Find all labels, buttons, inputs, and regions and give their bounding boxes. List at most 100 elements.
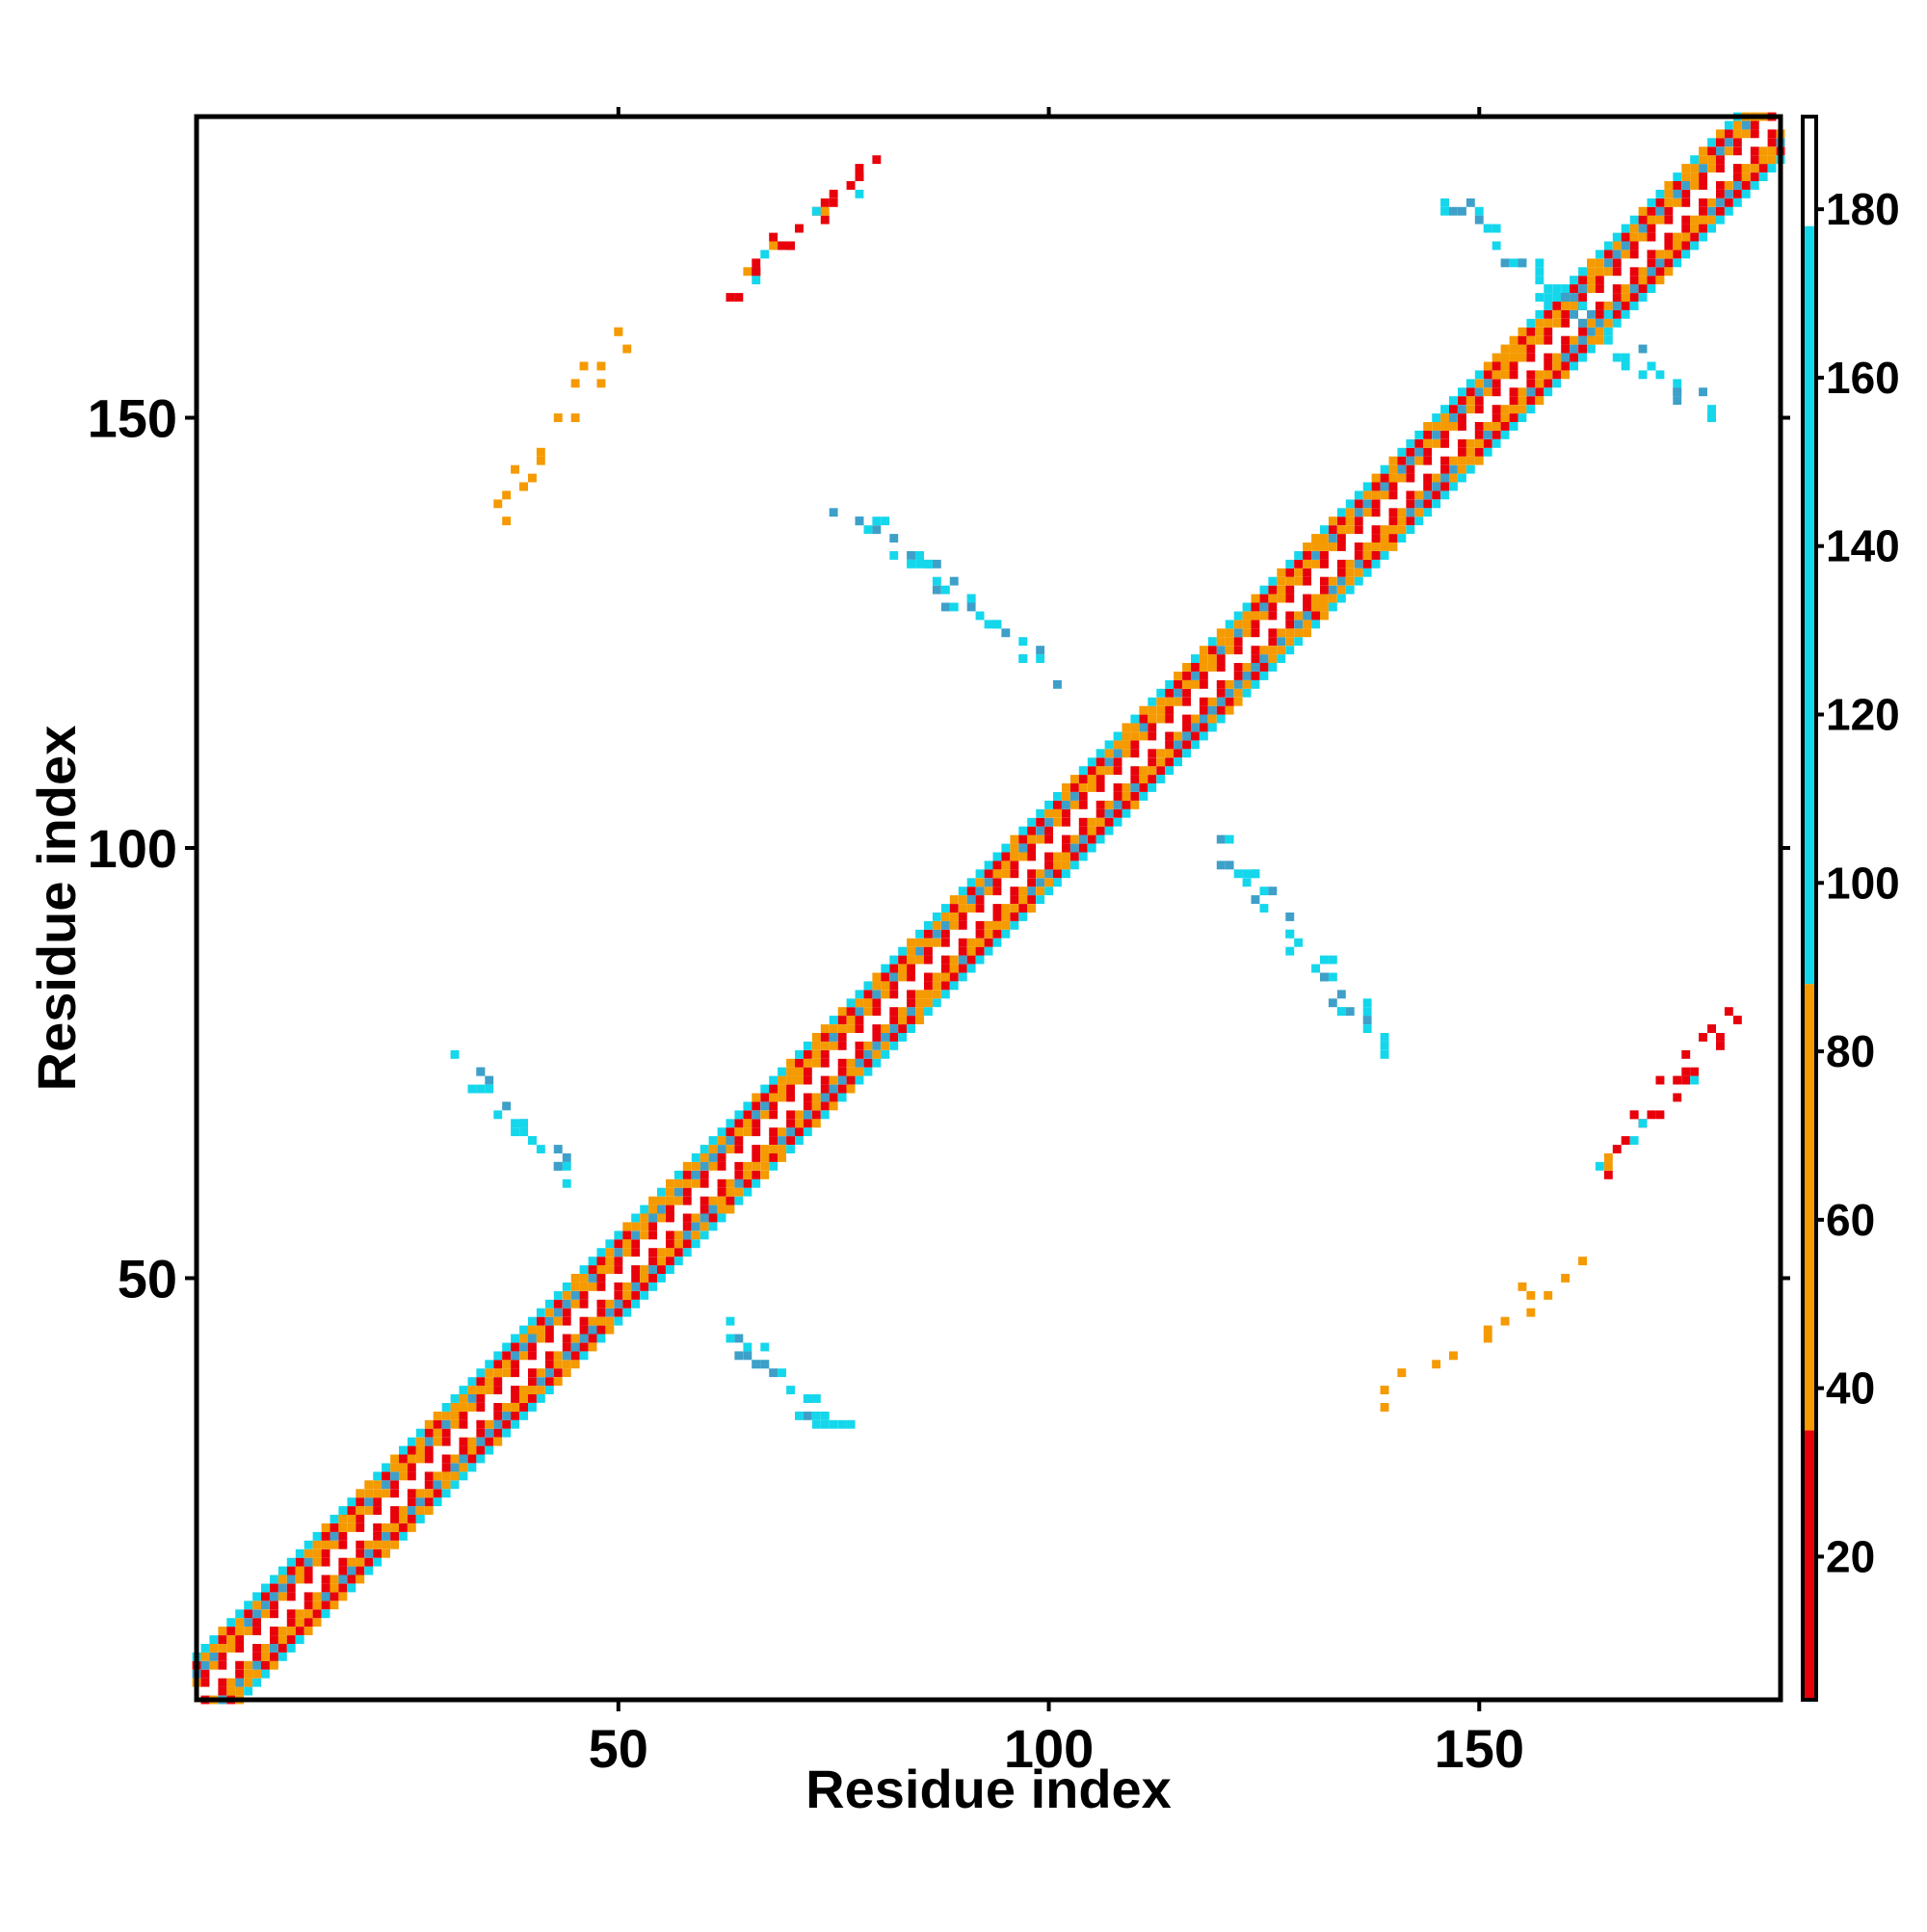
contact-cell — [476, 1445, 486, 1455]
contact-cell — [1526, 318, 1536, 328]
contact-cell — [932, 990, 941, 999]
contact-cell — [1561, 370, 1571, 380]
contact-cell — [1699, 198, 1707, 207]
contact-cell — [1621, 293, 1630, 302]
contact-cell — [898, 1033, 908, 1042]
contact-cell — [1053, 878, 1062, 887]
contact-cell — [433, 1428, 442, 1438]
contact-cell — [1414, 516, 1424, 526]
contact-cell — [295, 1618, 304, 1628]
contact-cell — [915, 559, 924, 569]
contact-cell — [373, 1480, 383, 1490]
contact-cell — [493, 1403, 503, 1412]
contact-cell — [1483, 387, 1492, 397]
contact-cell — [1690, 241, 1700, 251]
contact-cell — [1544, 318, 1553, 328]
contact-cell — [1491, 361, 1501, 371]
contact-cell — [1380, 551, 1389, 560]
contact-cell — [1423, 499, 1433, 509]
contact-cell — [433, 1411, 442, 1420]
contact-cell — [1130, 740, 1140, 750]
contact-cell — [1767, 164, 1777, 172]
contact-cell — [252, 1644, 261, 1653]
contact-cell — [752, 1170, 761, 1179]
contact-cell — [811, 1119, 821, 1128]
contact-cell — [1612, 258, 1622, 268]
contact-cell — [1095, 834, 1105, 844]
contact-cell — [1053, 808, 1062, 818]
contact-cell — [717, 1213, 726, 1223]
contact-cell — [511, 1386, 519, 1394]
contact-cell — [1139, 731, 1148, 741]
contact-cell — [1483, 379, 1492, 388]
contact-cell — [1259, 654, 1269, 663]
contact-cell — [907, 972, 915, 982]
contact-cell — [1483, 1334, 1492, 1343]
contact-cell — [924, 981, 933, 991]
contact-cell — [1638, 276, 1648, 285]
contact-cell — [855, 1058, 864, 1068]
contact-cell — [493, 1368, 503, 1378]
contact-cell — [1165, 749, 1175, 758]
contact-cell — [932, 585, 941, 595]
contact-cell — [811, 1041, 821, 1050]
contact-cell — [820, 1024, 830, 1033]
contact-cell — [1681, 198, 1691, 207]
contact-cell — [493, 1110, 503, 1120]
contact-cell — [562, 1161, 571, 1171]
contact-cell — [1414, 490, 1424, 500]
contact-cell — [1664, 181, 1674, 190]
contact-cell — [1303, 628, 1311, 638]
contact-cell — [717, 1127, 726, 1137]
contact-cell — [570, 413, 580, 422]
contact-cell — [1251, 611, 1260, 621]
contact-cell — [218, 1627, 227, 1635]
contact-cell — [485, 1386, 494, 1394]
contact-cell — [1277, 637, 1286, 647]
contact-cell — [975, 929, 985, 939]
contact-cell — [940, 964, 950, 973]
contact-cell — [924, 559, 933, 569]
contact-cell — [562, 1178, 571, 1188]
contact-cell — [1036, 654, 1045, 663]
contact-cell — [1191, 672, 1200, 680]
contact-cell — [304, 1609, 313, 1619]
contact-cell — [270, 1601, 278, 1610]
contact-cell — [940, 955, 950, 965]
contact-cell — [1440, 438, 1449, 448]
contact-cell — [1432, 1360, 1441, 1369]
contact-cell — [528, 1377, 537, 1387]
contact-cell — [915, 946, 924, 956]
contact-cell — [1139, 705, 1148, 715]
contact-cell — [940, 990, 950, 999]
contact-cell — [1207, 705, 1217, 715]
contact-cell — [373, 1540, 383, 1549]
contact-cell — [1113, 731, 1122, 741]
contact-cell — [1268, 628, 1278, 638]
contact-cell — [717, 1161, 726, 1171]
contact-cell — [1320, 534, 1329, 543]
contact-cell — [605, 1316, 615, 1326]
contact-cell — [270, 1575, 278, 1584]
contact-cell — [356, 1489, 365, 1498]
contact-cell — [1629, 215, 1639, 225]
contact-cell — [1174, 697, 1182, 706]
contact-cell — [803, 1041, 812, 1050]
contact-cell — [459, 1454, 468, 1464]
contact-cell — [1629, 267, 1639, 277]
contact-cell — [1268, 594, 1278, 603]
contact-cell — [795, 1075, 804, 1085]
contact-cell — [1741, 129, 1751, 139]
contact-cell — [424, 1428, 434, 1438]
contact-cell — [881, 1049, 890, 1059]
contact-cell — [605, 1257, 615, 1266]
contact-cell — [778, 1093, 786, 1102]
contact-cell — [424, 1419, 434, 1429]
contact-cell — [1259, 663, 1269, 672]
contact-cell — [1354, 551, 1363, 560]
colorbar-band — [1803, 1430, 1816, 1700]
contact-cell — [1216, 637, 1226, 647]
contact-cell — [1320, 972, 1329, 982]
contact-cell — [235, 1644, 245, 1653]
contact-cell — [261, 1644, 270, 1653]
